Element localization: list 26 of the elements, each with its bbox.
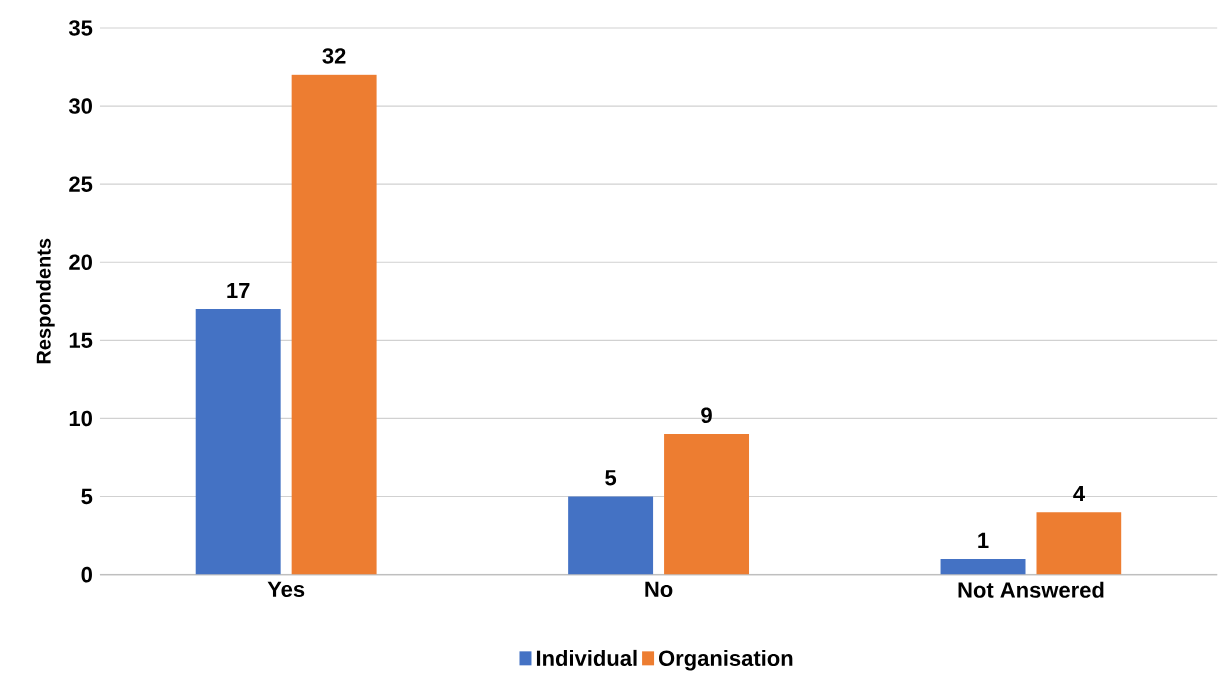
y-tick-label: 10 bbox=[69, 410, 92, 427]
y-tick-label: 35 bbox=[68, 20, 93, 36]
data-label: 4 bbox=[1073, 486, 1085, 502]
data-label: 17 bbox=[227, 283, 250, 299]
y-tick-label: 0 bbox=[81, 566, 92, 583]
y-tick-label: 25 bbox=[69, 176, 93, 193]
data-label: 1 bbox=[978, 532, 989, 549]
legend-label: Organisation bbox=[658, 649, 793, 671]
bar bbox=[940, 559, 1026, 575]
y-tick-label: 5 bbox=[81, 488, 93, 505]
bar bbox=[1036, 512, 1122, 575]
bar bbox=[195, 309, 281, 575]
data-label: 32 bbox=[322, 48, 346, 64]
bar bbox=[568, 496, 654, 575]
bar bbox=[664, 434, 750, 575]
x-tick-label: No bbox=[645, 581, 673, 598]
data-label: 9 bbox=[701, 407, 712, 424]
y-tick-label: 15 bbox=[69, 332, 93, 349]
legend-label: Individual bbox=[536, 649, 637, 667]
x-tick-label: Not Answered bbox=[958, 581, 1104, 598]
data-label: 5 bbox=[605, 470, 617, 486]
x-tick-label: Yes bbox=[267, 581, 305, 598]
y-tick-label: 30 bbox=[68, 98, 92, 114]
y-axis-title: Respondents bbox=[36, 238, 55, 364]
bar bbox=[291, 74, 377, 575]
y-tick-label: 20 bbox=[69, 254, 92, 271]
